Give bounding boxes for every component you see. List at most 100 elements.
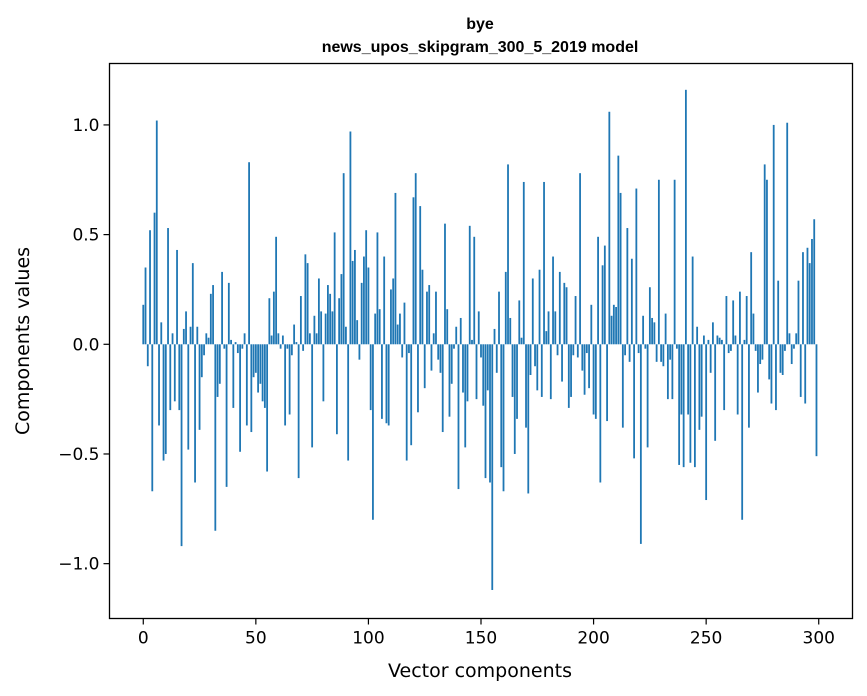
bar [759,344,762,365]
bar [507,164,509,345]
bar [682,344,685,468]
bar [592,344,595,415]
bar [619,192,622,345]
bar [777,280,780,345]
bar [272,291,275,345]
bar [270,335,273,345]
bar [655,344,658,362]
bar [405,344,408,461]
x-tick-label: 50 [245,629,267,649]
bar [304,254,307,345]
bar [547,311,550,345]
bar [203,344,205,356]
bar [212,285,214,345]
bar [209,293,212,345]
bar [793,344,795,349]
bar [624,344,626,356]
x-tick-label: 0 [138,629,149,649]
bar [536,344,539,391]
bar [516,344,518,419]
bar [498,291,500,345]
bar [245,344,248,426]
bar [338,298,341,345]
bar [669,344,672,360]
bar [421,269,424,345]
bar [462,344,464,393]
bar [142,304,145,345]
bar [529,344,532,375]
bar [336,344,338,435]
bar [263,344,266,408]
bar [583,344,586,395]
bar [599,344,602,483]
bar [437,344,440,360]
bar [354,249,356,345]
bar [171,333,174,345]
y-tick-label: −0.5 [58,445,99,465]
bar [691,256,694,345]
bar [808,263,811,345]
bar [471,339,473,345]
bar [151,344,154,492]
bar [752,313,755,345]
bar [390,289,392,345]
bar [561,344,563,382]
bar [367,267,370,345]
bar [513,344,516,454]
bar [149,230,151,345]
bar [432,333,435,345]
bar [603,245,606,345]
bar [308,333,311,345]
bar [815,344,818,457]
bar [565,287,568,345]
bar [734,335,737,345]
bar [218,344,221,384]
bar [703,335,705,345]
bar [723,344,726,411]
bar [146,344,149,367]
y-tick-label: −1.0 [58,555,99,575]
bar [225,344,228,487]
bar [329,293,332,345]
bar [200,344,203,378]
bar [214,344,217,531]
bar [279,344,282,349]
bar [585,344,588,354]
bar [241,344,244,349]
bar [459,317,462,345]
bar [153,212,156,345]
bar [610,315,613,345]
bar [164,344,167,454]
bar [509,317,512,345]
bar [766,179,768,345]
bar [311,344,314,448]
chart-title: bye [466,16,494,33]
bar [757,344,759,393]
bar [684,89,687,345]
bar [268,298,271,345]
bar [662,344,665,367]
bar [763,164,766,345]
bar [250,344,253,433]
bar [302,344,305,351]
bar [284,344,287,426]
bar [730,344,732,351]
bar-series [142,89,818,590]
bar [696,326,699,345]
bar [504,271,507,345]
bar [597,236,599,345]
bar [687,344,690,415]
bar [293,324,296,345]
bar [378,309,381,345]
bar [795,333,798,345]
bar [495,344,498,373]
bar [675,344,678,349]
bar [489,344,491,483]
bar [281,335,284,345]
bar [277,333,280,345]
y-axis: 1.0 0.5 0.0 −0.5 −1.0 [58,116,110,575]
bar [579,173,581,345]
bar [781,344,784,375]
bar [700,344,703,417]
bar [243,333,246,345]
